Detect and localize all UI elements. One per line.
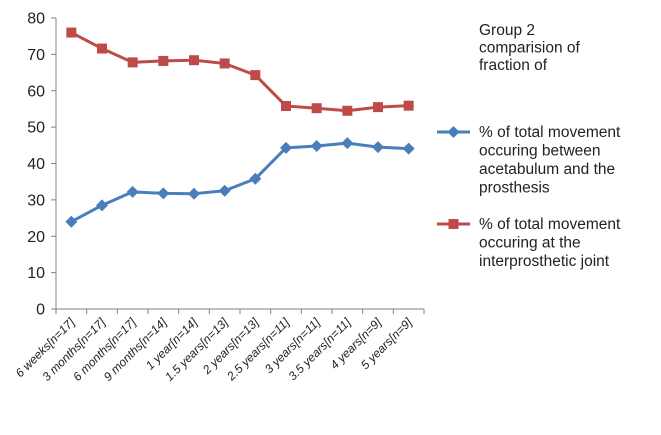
- y-tick-label: 80: [27, 11, 45, 28]
- series-line: [70, 31, 409, 113]
- data-point-square: [97, 43, 107, 54]
- series-line: [70, 141, 409, 224]
- data-point-diamond: [402, 142, 415, 155]
- data-point-square: [189, 55, 199, 66]
- data-point-square: [403, 100, 414, 111]
- legend-label-line: % of total movement: [479, 124, 621, 141]
- data-point-diamond: [218, 184, 231, 197]
- data-point-diamond: [249, 172, 262, 185]
- data-point-square: [127, 57, 138, 68]
- data-point-diamond: [157, 187, 170, 200]
- y-tick-label: 0: [36, 302, 45, 319]
- chart-title-line: comparision of: [479, 40, 580, 57]
- legend-marker-square: [448, 219, 459, 229]
- series-1: [65, 137, 415, 228]
- data-point-square: [158, 55, 169, 66]
- data-point-square: [342, 105, 353, 116]
- data-point-diamond: [280, 141, 292, 154]
- chart-title-line: Group 2: [479, 22, 535, 39]
- legend-entry-1: % of total movement occuring betweenaceta…: [437, 124, 621, 197]
- series-2: [66, 27, 414, 116]
- data-point-diamond: [310, 140, 323, 153]
- legend-entry-2: % of total movement occuring at theinterp…: [437, 216, 621, 270]
- chart-axes: [55, 18, 424, 310]
- legend-marker-diamond: [447, 126, 460, 138]
- chart-title-line: fraction of: [479, 57, 548, 74]
- data-point-square: [311, 103, 322, 114]
- data-point-diamond: [188, 187, 200, 200]
- y-tick-label: 30: [27, 192, 45, 209]
- data-point-square: [66, 27, 77, 38]
- legend-label-line: prosthesis: [479, 180, 550, 197]
- y-tick-label: 40: [27, 156, 45, 173]
- x-axis-ticks: 6 weeks[n=17]3 months[n=17]6 months[n=17…: [13, 309, 425, 384]
- legend-label-line: occuring at the: [479, 235, 581, 252]
- data-point-square: [281, 101, 291, 112]
- series-layer: [65, 27, 415, 228]
- y-tick-label: 50: [27, 120, 45, 137]
- legend-label-line: occuring between: [479, 143, 601, 160]
- data-point-diamond: [126, 185, 139, 198]
- legend-label-line: acetabulum and the: [479, 161, 615, 178]
- data-point-square: [219, 58, 230, 69]
- y-axis-ticks: 0 10 20 30 40 50 60 70 80: [27, 11, 56, 319]
- data-point-square: [373, 102, 383, 113]
- y-tick-label: 70: [27, 47, 45, 64]
- data-point-diamond: [372, 141, 384, 154]
- data-point-diamond: [96, 199, 108, 212]
- data-point-square: [250, 70, 261, 81]
- y-tick-label: 10: [27, 265, 45, 282]
- legend-label-line: interprosthetic joint: [479, 253, 610, 270]
- legend-label-line: % of total movement: [479, 216, 621, 233]
- data-point-diamond: [65, 215, 78, 228]
- data-point-diamond: [341, 137, 354, 150]
- y-tick-label: 20: [27, 229, 45, 246]
- y-tick-label: 60: [27, 83, 45, 100]
